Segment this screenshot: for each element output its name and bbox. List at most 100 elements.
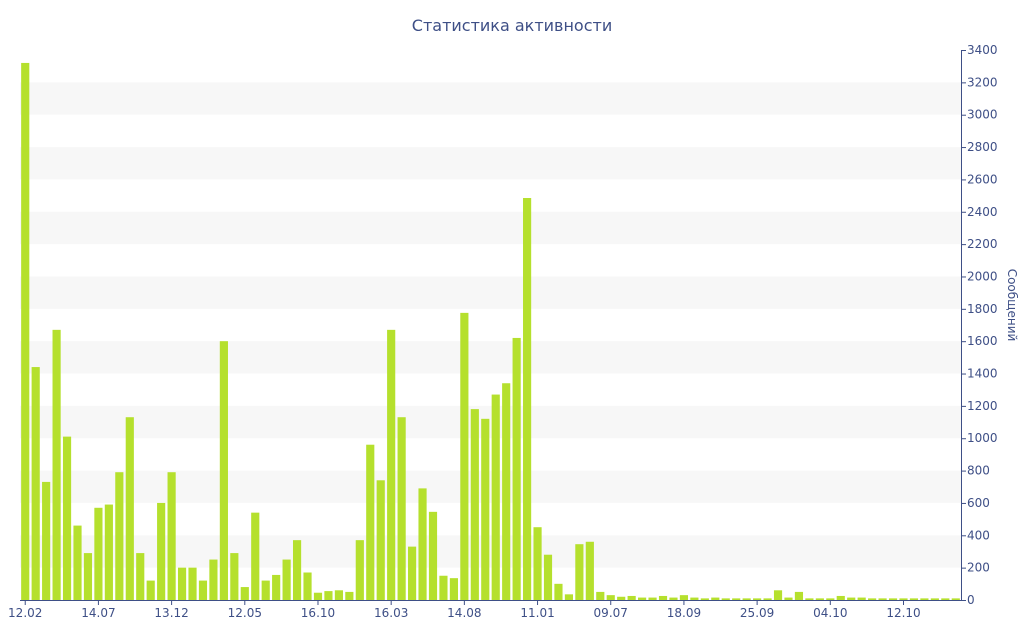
bar[interactable] bbox=[784, 597, 793, 600]
bar[interactable] bbox=[42, 481, 51, 600]
bar[interactable] bbox=[83, 553, 93, 600]
bar[interactable] bbox=[909, 598, 919, 600]
bar[interactable] bbox=[930, 598, 939, 600]
bar[interactable] bbox=[397, 417, 406, 600]
bar[interactable] bbox=[167, 472, 176, 600]
bar[interactable] bbox=[481, 418, 490, 600]
bar[interactable] bbox=[669, 597, 678, 600]
bar[interactable] bbox=[815, 598, 824, 600]
bar[interactable] bbox=[721, 598, 730, 600]
bar[interactable] bbox=[941, 598, 950, 600]
bar[interactable] bbox=[512, 337, 521, 600]
bar[interactable] bbox=[376, 480, 385, 600]
chart-title: Статистика активности bbox=[412, 16, 612, 35]
x-tick-label: 04.10 bbox=[813, 606, 847, 620]
bar[interactable] bbox=[554, 583, 563, 600]
bar[interactable] bbox=[847, 597, 856, 600]
y-tick-label: 3000 bbox=[967, 108, 998, 122]
bar[interactable] bbox=[177, 567, 187, 600]
x-tick-label: 25.09 bbox=[740, 606, 774, 620]
bar[interactable] bbox=[52, 329, 61, 600]
bar[interactable] bbox=[878, 598, 887, 600]
bar[interactable] bbox=[596, 591, 605, 600]
bar[interactable] bbox=[711, 597, 720, 600]
bar[interactable] bbox=[679, 595, 689, 600]
bar[interactable] bbox=[491, 394, 500, 600]
bar[interactable] bbox=[21, 62, 30, 600]
bar[interactable] bbox=[627, 595, 636, 600]
bar[interactable] bbox=[272, 574, 281, 600]
bar[interactable] bbox=[805, 598, 814, 600]
bar[interactable] bbox=[899, 598, 908, 600]
bar[interactable] bbox=[230, 553, 239, 600]
bar[interactable] bbox=[868, 598, 877, 600]
bar[interactable] bbox=[324, 591, 333, 600]
bar[interactable] bbox=[104, 504, 113, 600]
bar[interactable] bbox=[240, 587, 249, 600]
bar[interactable] bbox=[753, 598, 762, 600]
bar[interactable] bbox=[387, 329, 396, 600]
bar[interactable] bbox=[428, 511, 438, 600]
bar[interactable] bbox=[826, 598, 835, 600]
bar[interactable] bbox=[418, 488, 427, 600]
bar[interactable] bbox=[408, 546, 417, 600]
bar[interactable] bbox=[794, 591, 804, 600]
bar[interactable] bbox=[94, 507, 103, 600]
bar[interactable] bbox=[888, 598, 898, 600]
bar[interactable] bbox=[303, 572, 312, 601]
x-axis-ticks: 12.02 14.07 13.12 12.05 16.10 16.03 14.08 11.01… bbox=[8, 600, 921, 620]
bar[interactable] bbox=[31, 367, 40, 600]
bar[interactable] bbox=[439, 575, 448, 600]
bar[interactable] bbox=[575, 544, 584, 600]
bar[interactable] bbox=[648, 597, 657, 600]
bar[interactable] bbox=[700, 598, 709, 600]
bar[interactable] bbox=[585, 541, 594, 600]
bar[interactable] bbox=[146, 580, 155, 600]
bar[interactable] bbox=[209, 559, 218, 600]
bar[interactable] bbox=[690, 597, 699, 600]
bar[interactable] bbox=[73, 525, 82, 600]
bar[interactable] bbox=[251, 512, 260, 600]
bar[interactable] bbox=[502, 383, 511, 600]
bar[interactable] bbox=[951, 598, 960, 600]
bar[interactable] bbox=[617, 596, 626, 600]
bar[interactable] bbox=[742, 598, 751, 600]
bar[interactable] bbox=[533, 527, 542, 600]
bar[interactable] bbox=[763, 598, 772, 600]
bar[interactable] bbox=[115, 472, 124, 600]
bar[interactable] bbox=[773, 590, 783, 600]
bar[interactable] bbox=[836, 595, 845, 600]
bar[interactable] bbox=[261, 580, 270, 600]
bar[interactable] bbox=[638, 597, 647, 600]
bar[interactable] bbox=[366, 444, 375, 600]
bar[interactable] bbox=[606, 595, 615, 600]
bar[interactable] bbox=[460, 312, 469, 600]
bar[interactable] bbox=[292, 540, 302, 600]
bar[interactable] bbox=[125, 417, 134, 600]
bar[interactable] bbox=[62, 436, 72, 600]
bar[interactable] bbox=[564, 594, 573, 600]
grid-band bbox=[20, 82, 961, 115]
bar[interactable] bbox=[198, 580, 208, 600]
bar[interactable] bbox=[313, 592, 323, 600]
bar[interactable] bbox=[136, 553, 145, 600]
bar[interactable] bbox=[282, 559, 291, 600]
bar[interactable] bbox=[355, 540, 364, 600]
x-tick-label: 14.07 bbox=[81, 606, 115, 620]
bar[interactable] bbox=[543, 554, 553, 600]
bar[interactable] bbox=[157, 502, 166, 600]
grid-band bbox=[20, 211, 961, 245]
bar[interactable] bbox=[732, 598, 741, 600]
y-axis-title: Сообщений bbox=[1005, 269, 1019, 342]
bar[interactable] bbox=[470, 409, 479, 600]
bar[interactable] bbox=[449, 578, 458, 600]
bar[interactable] bbox=[219, 341, 228, 600]
bar[interactable] bbox=[857, 597, 866, 600]
bar[interactable] bbox=[658, 595, 668, 600]
bar[interactable] bbox=[188, 567, 197, 600]
bar[interactable] bbox=[334, 590, 343, 600]
bar[interactable] bbox=[920, 598, 929, 600]
bar[interactable] bbox=[345, 591, 354, 600]
x-tick-label: 12.02 bbox=[8, 606, 42, 620]
bar[interactable] bbox=[523, 198, 532, 600]
